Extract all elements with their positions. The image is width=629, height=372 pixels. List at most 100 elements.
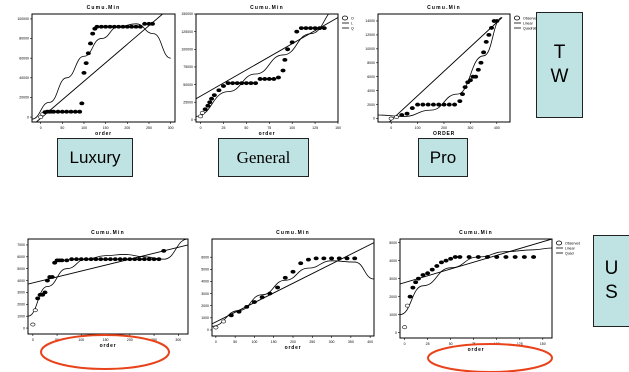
x-tick-label: 50 bbox=[60, 126, 64, 130]
data-point bbox=[434, 264, 440, 268]
x-tick-label: 250 bbox=[309, 340, 315, 344]
quadratic-fit-line bbox=[378, 17, 503, 117]
y-tick-label: 0 bbox=[395, 331, 397, 335]
data-point bbox=[44, 278, 50, 283]
data-point bbox=[262, 77, 268, 81]
data-point bbox=[230, 81, 236, 86]
data-point bbox=[132, 257, 138, 262]
x-tick-label: 300 bbox=[467, 126, 473, 130]
data-point bbox=[156, 257, 162, 262]
data-point bbox=[415, 102, 421, 107]
data-point bbox=[271, 77, 277, 81]
x-tick-label: 300 bbox=[175, 338, 181, 342]
y-tick-label: 4000 bbox=[389, 259, 397, 263]
data-point bbox=[512, 255, 518, 259]
fit-lines bbox=[196, 14, 338, 117]
data-point bbox=[59, 109, 65, 114]
chart-tw-general: Cumu.Min 0 25 50 75 100 125 150 0 25000 50000 75000… bbox=[181, 5, 354, 137]
y-tick-label: 4000 bbox=[367, 89, 375, 93]
data-point bbox=[473, 74, 479, 79]
y-tick-label: 50000 bbox=[183, 83, 193, 87]
data-point bbox=[438, 260, 444, 265]
plot-frame bbox=[31, 13, 176, 123]
chart-us-pro: Cumu.Min 0 25 50 75 100 125 150 0 1000 2000 3000 400… bbox=[389, 230, 580, 353]
data-point bbox=[321, 26, 327, 31]
data-point bbox=[446, 102, 452, 107]
data-point bbox=[257, 77, 263, 81]
data-point bbox=[161, 248, 167, 253]
data-point bbox=[483, 39, 489, 44]
data-point bbox=[81, 71, 87, 75]
data-point bbox=[129, 24, 135, 29]
legend-marker bbox=[513, 15, 520, 21]
data-point bbox=[202, 107, 208, 112]
data-point bbox=[266, 77, 272, 81]
x-tick-label: 75 bbox=[267, 126, 271, 130]
data-point bbox=[290, 269, 296, 274]
data-point bbox=[448, 256, 454, 261]
x-tick-label: 0 bbox=[200, 126, 202, 130]
legend-entry: Linear bbox=[565, 246, 576, 250]
data-point bbox=[425, 102, 431, 107]
observed-points bbox=[198, 26, 327, 119]
y-tick-label: 100000 bbox=[181, 47, 193, 51]
data-point bbox=[137, 257, 143, 262]
y-tick-label: 1000 bbox=[17, 314, 25, 318]
data-point bbox=[69, 257, 75, 262]
data-point bbox=[93, 257, 99, 262]
data-point bbox=[282, 275, 288, 280]
data-point bbox=[244, 305, 250, 309]
x-tick-label: 200 bbox=[290, 340, 296, 344]
data-point bbox=[489, 26, 495, 30]
data-point bbox=[30, 322, 36, 327]
linear-fit-line bbox=[212, 242, 374, 325]
y-tick-label: 14000 bbox=[365, 19, 375, 23]
data-point bbox=[312, 26, 318, 31]
data-point bbox=[486, 33, 492, 37]
data-point bbox=[402, 325, 408, 330]
data-point bbox=[452, 102, 458, 107]
observed-points bbox=[213, 256, 358, 330]
data-point bbox=[308, 26, 314, 31]
legend-entry: Quad bbox=[565, 251, 574, 255]
data-point bbox=[275, 285, 281, 290]
data-point bbox=[420, 273, 426, 277]
data-point bbox=[205, 103, 211, 108]
data-point bbox=[388, 116, 394, 121]
data-point bbox=[289, 40, 295, 45]
data-point bbox=[137, 24, 143, 29]
x-tick-label: 50 bbox=[233, 340, 237, 344]
data-point bbox=[94, 24, 100, 29]
chart-title: Cumu.Min bbox=[250, 5, 284, 11]
legend-entry: L bbox=[351, 21, 353, 25]
data-point bbox=[478, 60, 484, 65]
label-luxury: Luxury bbox=[57, 138, 133, 177]
y-tick-label: 12000 bbox=[365, 33, 375, 37]
y-tick-label: 0 bbox=[27, 115, 29, 119]
x-tick-label: 100 bbox=[415, 126, 421, 130]
label-us-line2: S bbox=[605, 282, 618, 303]
observed-points bbox=[388, 19, 500, 121]
data-point bbox=[88, 41, 94, 46]
x-axis-label: order bbox=[468, 347, 485, 353]
data-point bbox=[120, 24, 126, 29]
y-tick-label: 2000 bbox=[17, 303, 25, 307]
x-tick-label: 150 bbox=[103, 338, 109, 342]
data-point bbox=[425, 271, 431, 276]
data-point bbox=[64, 258, 70, 263]
x-tick-label: 50 bbox=[244, 126, 248, 130]
data-point bbox=[443, 258, 449, 263]
data-point bbox=[494, 255, 500, 259]
data-point bbox=[267, 291, 273, 296]
x-tick-label: 100 bbox=[494, 342, 500, 346]
data-point bbox=[103, 257, 109, 262]
data-point bbox=[211, 93, 217, 98]
legend-marker bbox=[341, 15, 348, 21]
x-tick-label: 200 bbox=[441, 126, 447, 130]
data-point bbox=[466, 255, 472, 259]
legend-entry: Q bbox=[351, 26, 354, 30]
x-tick-label: 400 bbox=[494, 126, 500, 130]
y-tick-label: 3000 bbox=[201, 292, 209, 296]
